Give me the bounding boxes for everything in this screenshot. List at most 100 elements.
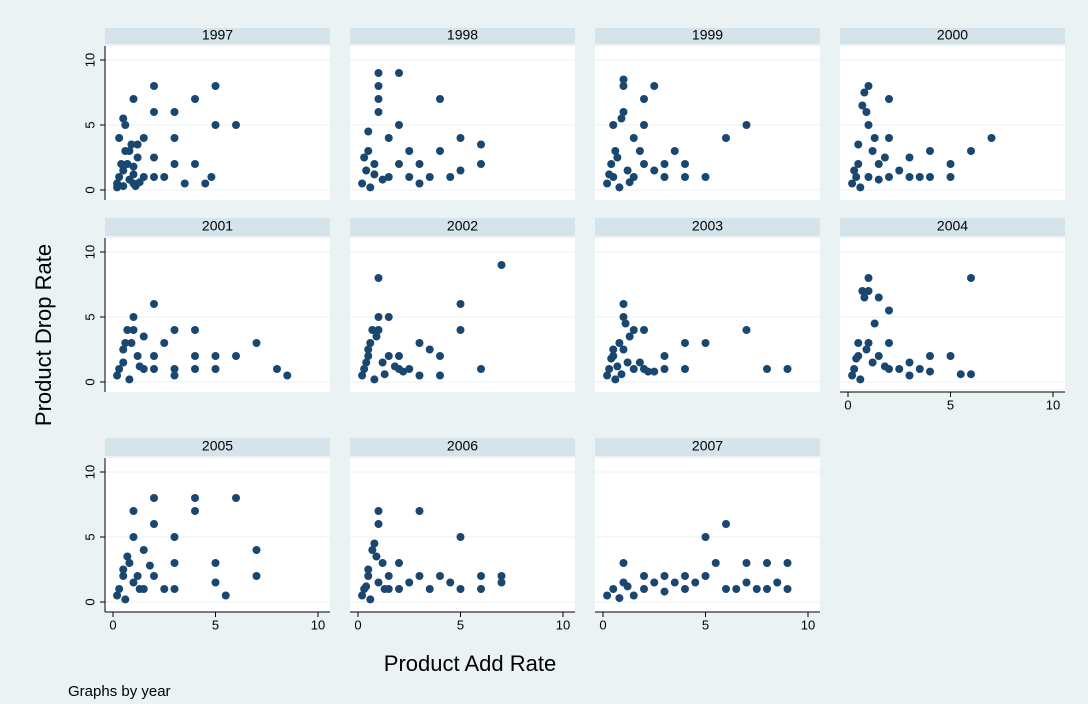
point bbox=[117, 160, 126, 168]
point bbox=[384, 352, 393, 360]
point bbox=[145, 561, 154, 570]
point bbox=[374, 578, 383, 587]
point bbox=[425, 585, 434, 593]
point bbox=[926, 147, 934, 155]
point bbox=[362, 166, 371, 175]
point bbox=[378, 358, 387, 367]
point bbox=[119, 345, 128, 354]
panel-header bbox=[595, 438, 820, 456]
point bbox=[119, 114, 128, 123]
point bbox=[880, 362, 889, 371]
point bbox=[701, 533, 710, 541]
panel-header bbox=[595, 218, 820, 236]
point bbox=[967, 370, 975, 379]
point bbox=[372, 552, 381, 561]
point bbox=[115, 134, 124, 142]
point bbox=[129, 313, 138, 321]
point bbox=[650, 82, 659, 90]
point bbox=[133, 140, 142, 149]
point bbox=[621, 319, 630, 328]
point bbox=[742, 326, 751, 334]
point bbox=[609, 345, 618, 354]
point bbox=[477, 572, 485, 580]
point bbox=[211, 82, 220, 90]
point bbox=[852, 173, 861, 181]
point bbox=[763, 365, 771, 373]
point bbox=[623, 582, 632, 591]
y-tick-label: 10 bbox=[82, 245, 97, 259]
point bbox=[415, 507, 424, 515]
point bbox=[160, 339, 169, 347]
point bbox=[366, 595, 375, 604]
point bbox=[880, 153, 889, 162]
point bbox=[370, 170, 379, 179]
point bbox=[405, 578, 414, 587]
point bbox=[129, 578, 138, 587]
point bbox=[232, 121, 240, 129]
point bbox=[605, 365, 614, 373]
point bbox=[742, 121, 751, 129]
point bbox=[613, 153, 622, 162]
point bbox=[374, 507, 383, 515]
y-tick-label: 0 bbox=[82, 598, 97, 605]
point bbox=[273, 365, 281, 373]
plot-area bbox=[350, 238, 575, 392]
point bbox=[150, 572, 158, 580]
point bbox=[207, 173, 216, 181]
point bbox=[170, 371, 179, 380]
y-tick-label: 10 bbox=[82, 53, 97, 67]
point bbox=[607, 354, 616, 363]
point bbox=[722, 520, 730, 528]
x-tick-label: 5 bbox=[212, 617, 219, 632]
point bbox=[848, 371, 857, 380]
point bbox=[384, 134, 393, 142]
point bbox=[615, 594, 624, 603]
panel-title: 2002 bbox=[447, 218, 478, 234]
point bbox=[135, 585, 144, 593]
point bbox=[848, 179, 857, 188]
x-tick-label: 10 bbox=[1046, 397, 1060, 412]
point bbox=[783, 585, 792, 593]
point bbox=[115, 365, 124, 373]
point bbox=[773, 578, 782, 587]
y-tick-label: 5 bbox=[82, 121, 97, 128]
panel-header bbox=[350, 28, 575, 44]
point bbox=[852, 354, 861, 363]
point bbox=[370, 539, 379, 548]
point bbox=[395, 160, 403, 168]
point bbox=[121, 121, 130, 129]
point bbox=[885, 95, 893, 103]
point bbox=[211, 352, 220, 360]
point bbox=[395, 121, 403, 129]
point bbox=[456, 533, 465, 541]
point bbox=[868, 147, 877, 155]
point bbox=[856, 375, 865, 384]
point bbox=[615, 339, 624, 347]
point bbox=[711, 559, 720, 567]
point bbox=[150, 82, 158, 90]
point bbox=[644, 367, 653, 376]
panel-title: 1998 bbox=[447, 27, 478, 43]
point bbox=[946, 160, 955, 168]
point bbox=[221, 591, 230, 600]
point bbox=[609, 585, 618, 593]
point bbox=[366, 339, 375, 347]
point bbox=[133, 572, 142, 580]
point bbox=[150, 494, 158, 502]
point bbox=[607, 160, 616, 168]
point bbox=[870, 319, 879, 328]
point bbox=[856, 183, 865, 192]
point bbox=[191, 365, 199, 373]
point bbox=[619, 345, 628, 354]
point bbox=[191, 95, 199, 103]
point bbox=[681, 160, 689, 168]
point bbox=[864, 121, 873, 129]
point bbox=[619, 82, 628, 90]
point bbox=[370, 160, 379, 168]
point bbox=[926, 173, 934, 181]
point bbox=[885, 173, 893, 181]
point bbox=[874, 352, 883, 360]
point bbox=[885, 339, 893, 347]
point bbox=[436, 352, 444, 360]
point bbox=[617, 114, 626, 123]
